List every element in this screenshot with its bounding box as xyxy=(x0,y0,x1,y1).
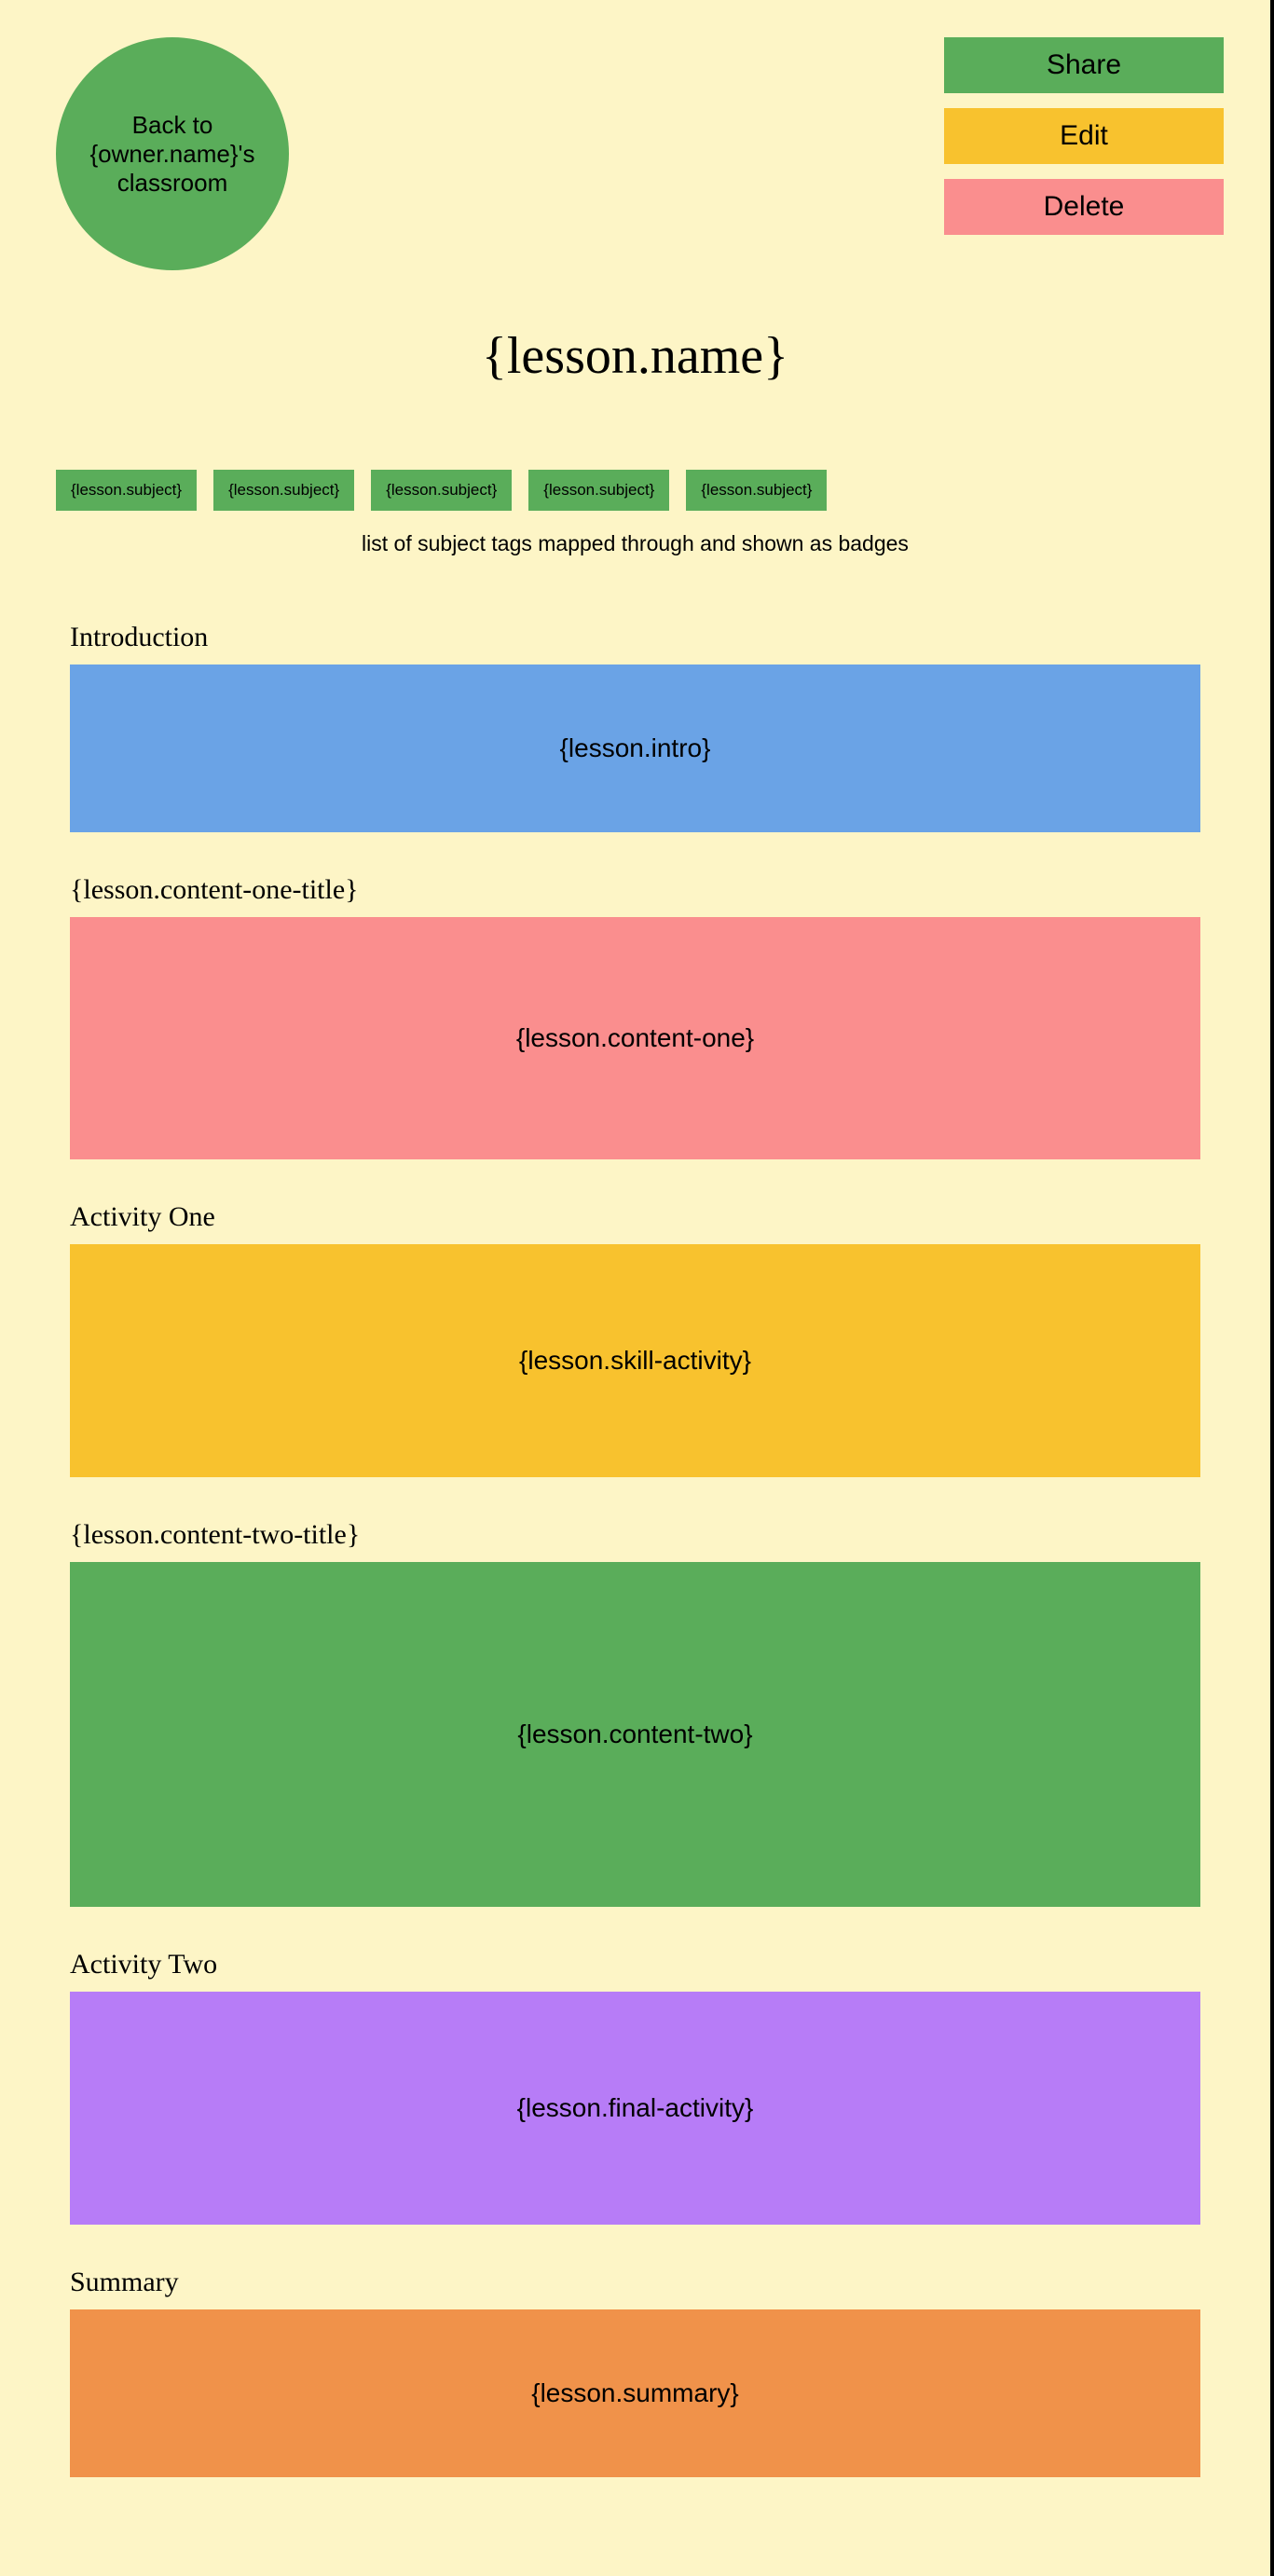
section-content-one-text: {lesson.content-one} xyxy=(516,1023,754,1053)
section-introduction: Introduction {lesson.intro} xyxy=(70,622,1200,832)
share-button[interactable]: Share xyxy=(944,37,1224,93)
section-box-intro: {lesson.intro} xyxy=(70,665,1200,832)
subject-tags-row: {lesson.subject} {lesson.subject} {lesso… xyxy=(56,470,1270,511)
subject-tag: {lesson.subject} xyxy=(371,470,512,511)
section-title-summary: Summary xyxy=(70,2267,1200,2298)
lesson-sections: Introduction {lesson.intro} {lesson.cont… xyxy=(0,622,1270,2477)
back-label: Back to {owner.name}'s classroom xyxy=(84,111,261,198)
edit-label: Edit xyxy=(1060,120,1108,152)
section-summary-text: {lesson.summary} xyxy=(531,2378,739,2408)
section-title-activity-two: Activity Two xyxy=(70,1949,1200,1980)
subject-tag: {lesson.subject} xyxy=(213,470,354,511)
subject-tag: {lesson.subject} xyxy=(686,470,827,511)
section-activity-one-text: {lesson.skill-activity} xyxy=(519,1346,751,1376)
delete-button[interactable]: Delete xyxy=(944,179,1224,235)
subject-tag: {lesson.subject} xyxy=(528,470,669,511)
section-title-activity-one: Activity One xyxy=(70,1201,1200,1233)
section-activity-two-text: {lesson.final-activity} xyxy=(517,2093,754,2123)
section-title-intro: Introduction xyxy=(70,622,1200,653)
back-to-classroom-button[interactable]: Back to {owner.name}'s classroom xyxy=(56,37,289,270)
tags-note: list of subject tags mapped through and … xyxy=(0,531,1270,556)
section-activity-two: Activity Two {lesson.final-activity} xyxy=(70,1949,1200,2225)
section-activity-one: Activity One {lesson.skill-activity} xyxy=(70,1201,1200,1477)
action-button-group: Share Edit Delete xyxy=(944,37,1224,235)
section-box-activity-two: {lesson.final-activity} xyxy=(70,1992,1200,2225)
section-summary: Summary {lesson.summary} xyxy=(70,2267,1200,2477)
section-content-two-text: {lesson.content-two} xyxy=(517,1720,752,1749)
section-content-two: {lesson.content-two-title} {lesson.conte… xyxy=(70,1519,1200,1907)
share-label: Share xyxy=(1047,49,1121,81)
subject-tag: {lesson.subject} xyxy=(56,470,197,511)
section-title-content-two: {lesson.content-two-title} xyxy=(70,1519,1200,1551)
section-box-content-two: {lesson.content-two} xyxy=(70,1562,1200,1907)
section-content-intro: {lesson.intro} xyxy=(560,733,711,763)
section-content-one: {lesson.content-one-title} {lesson.conte… xyxy=(70,874,1200,1159)
edit-button[interactable]: Edit xyxy=(944,108,1224,164)
section-box-summary: {lesson.summary} xyxy=(70,2309,1200,2477)
section-title-content-one: {lesson.content-one-title} xyxy=(70,874,1200,906)
section-box-activity-one: {lesson.skill-activity} xyxy=(70,1244,1200,1477)
delete-label: Delete xyxy=(1044,191,1125,223)
section-box-content-one: {lesson.content-one} xyxy=(70,917,1200,1159)
